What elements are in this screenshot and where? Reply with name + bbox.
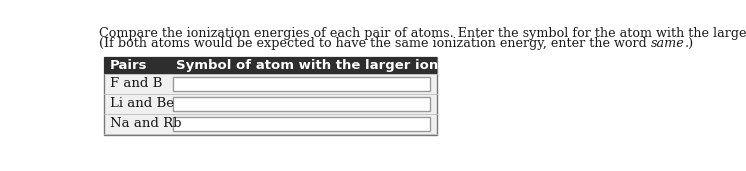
Text: .): .) xyxy=(685,37,695,50)
Bar xyxy=(104,57,437,74)
Bar xyxy=(173,117,430,131)
Bar xyxy=(173,77,430,91)
Bar xyxy=(173,97,430,111)
Text: Na and Rb: Na and Rb xyxy=(110,117,181,130)
Text: Compare the ionization energies of each pair of atoms. Enter the symbol for the : Compare the ionization energies of each … xyxy=(99,27,746,40)
Text: Pairs: Pairs xyxy=(110,59,147,72)
Text: (If both atoms would be expected to have the same ionization energy, enter the w: (If both atoms would be expected to have… xyxy=(99,37,651,50)
Text: Li and Be: Li and Be xyxy=(110,97,174,110)
Text: Symbol of atom with the larger ionization energy: Symbol of atom with the larger ionizatio… xyxy=(176,59,546,72)
Text: F and B: F and B xyxy=(110,77,162,90)
Bar xyxy=(104,57,437,135)
Text: same: same xyxy=(651,37,685,50)
